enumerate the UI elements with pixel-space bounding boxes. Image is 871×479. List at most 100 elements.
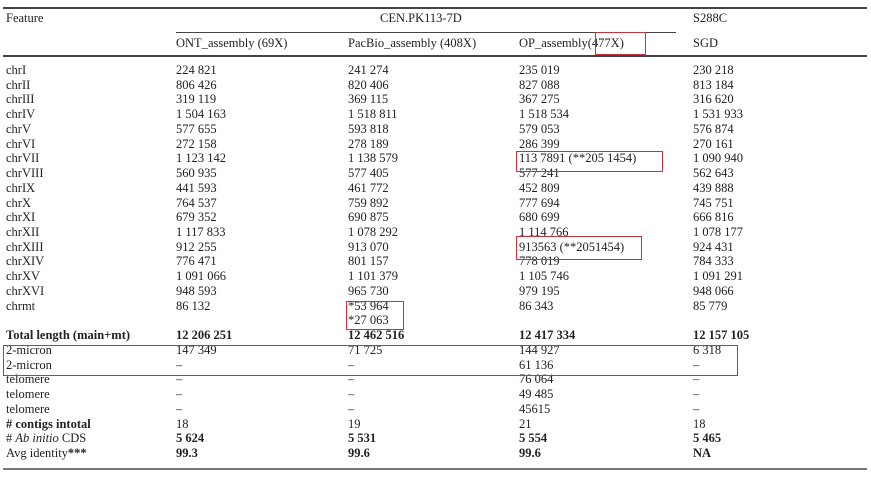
- table-cell: 813 184: [693, 77, 734, 92]
- table-cell: 86 343: [519, 298, 554, 313]
- header-col-op: OP_assembly(477X): [519, 36, 624, 50]
- table-cell: *27 063: [348, 313, 389, 328]
- row-label: # Ab initio CDS: [6, 431, 86, 445]
- row-label: Total length (main+mt): [6, 328, 130, 342]
- label-text: chrVI: [6, 136, 36, 151]
- label-text: chrXI: [6, 210, 36, 225]
- table-cell: 577 405: [348, 166, 389, 181]
- table-cell: 948 593: [176, 283, 217, 298]
- highlight-box-op-coverage: [595, 32, 646, 55]
- row-label: chrIX: [6, 181, 35, 195]
- table-cell: 5 624: [176, 431, 205, 446]
- table-cell: 230 218: [693, 63, 734, 77]
- table-cell: 912 255: [176, 239, 217, 254]
- row-label: chrmt: [6, 299, 35, 313]
- table-cell: 820 406: [348, 77, 389, 92]
- label-text: Avg identity: [6, 445, 68, 460]
- table-cell: 367 275: [519, 92, 560, 107]
- table-cell: –: [693, 372, 700, 387]
- table-cell: 1 090 940: [693, 151, 743, 166]
- row-label: 2-micron: [6, 343, 52, 357]
- header-feature: Feature: [6, 11, 44, 25]
- row-label: chrXVI: [6, 284, 44, 298]
- table-cell: 5 554: [519, 431, 548, 446]
- table-cell: 1 138 579: [348, 151, 398, 166]
- table-cell: 45615: [519, 401, 551, 416]
- label-text: telomere: [6, 401, 50, 416]
- label-text: chrXIV: [6, 254, 45, 269]
- label-text: chrVII: [6, 151, 40, 166]
- table-cell: –: [176, 372, 183, 387]
- table-cell: 439 888: [693, 180, 734, 195]
- row-label: 2-micron: [6, 358, 52, 372]
- table-cell: 1 117 833: [176, 225, 226, 240]
- table-cell: 49 485: [519, 387, 554, 402]
- label-text: 2-micron: [6, 357, 52, 372]
- table-cell: 679 352: [176, 210, 217, 225]
- table-cell: 5 465: [693, 431, 722, 446]
- table-cell: 319 119: [176, 92, 217, 107]
- table-cell: –: [176, 387, 183, 402]
- table-cell: 577 655: [176, 121, 217, 136]
- label-text: chrXV: [6, 269, 41, 284]
- row-label: chrXIII: [6, 240, 43, 254]
- table-cell: 745 751: [693, 195, 734, 210]
- row-label: chrV: [6, 122, 31, 136]
- table-cell: 369 115: [348, 92, 389, 107]
- label-text: 2-micron: [6, 342, 52, 357]
- table-cell: 272 158: [176, 136, 217, 151]
- table-cell: 784 333: [693, 254, 734, 269]
- highlight-box-2micron: [3, 345, 738, 376]
- table-cell: 666 816: [693, 210, 734, 225]
- table-cell: 948 066: [693, 283, 734, 298]
- bottom-rule: [3, 468, 867, 470]
- table-cell: 1 078 292: [348, 225, 398, 240]
- table-cell: 1 078 177: [693, 225, 743, 240]
- row-label: # contigs intotal: [6, 417, 91, 431]
- table-cell: 1 105 746: [519, 269, 569, 284]
- table-cell: 690 875: [348, 210, 389, 225]
- table-cell: 6 318: [693, 342, 722, 357]
- table-cell: 441 593: [176, 180, 217, 195]
- header-rule: [3, 55, 867, 57]
- table-cell: 577 241: [519, 166, 560, 181]
- table-cell: 12 462 516: [348, 328, 405, 343]
- row-label: chrVI: [6, 137, 35, 151]
- table-cell: 764 537: [176, 195, 217, 210]
- table-cell: 562 643: [693, 166, 734, 181]
- label-prefix: #: [6, 431, 16, 446]
- highlight-box-chrmt-pacbio: [346, 301, 404, 330]
- table-cell: 1 101 379: [348, 269, 398, 284]
- row-label: Avg identity***: [6, 446, 87, 460]
- table-cell: 965 730: [348, 283, 389, 298]
- table-cell: 452 809: [519, 180, 560, 195]
- table-cell: 1 114 766: [519, 225, 569, 240]
- table-cell: 1 091 066: [176, 269, 226, 284]
- table-cell: 86 132: [176, 298, 211, 313]
- table-cell: 778 019: [519, 254, 560, 269]
- table-cell: 18: [176, 416, 189, 431]
- footnote-mark: ***: [67, 445, 87, 460]
- table-cell: 99.6: [519, 445, 541, 460]
- table-cell: 576 874: [693, 121, 734, 136]
- table-cell: 286 399: [519, 136, 560, 151]
- table-cell: 777 694: [519, 195, 560, 210]
- highlight-box-chrvii: [516, 151, 663, 172]
- table-cell: 99.6: [348, 445, 370, 460]
- table-cell: 1 091 291: [693, 269, 743, 284]
- row-label: chrX: [6, 196, 31, 210]
- header-col-pacbio: PacBio_assembly (408X): [348, 36, 477, 50]
- table-cell: 759 892: [348, 195, 389, 210]
- table-cell: 680 699: [519, 210, 560, 225]
- table-cell: –: [348, 401, 355, 416]
- table-cell: –: [693, 357, 700, 372]
- top-rule: [3, 7, 867, 9]
- table-cell: 61 136: [519, 357, 554, 372]
- label-text: chrV: [6, 121, 31, 136]
- row-label: chrVII: [6, 151, 39, 165]
- label-text: Total length (main+mt): [6, 328, 131, 343]
- row-label: chrVIII: [6, 166, 43, 180]
- label-text: chrIII: [6, 92, 35, 107]
- row-label: chrXI: [6, 210, 35, 224]
- label-text: chrII: [6, 77, 31, 92]
